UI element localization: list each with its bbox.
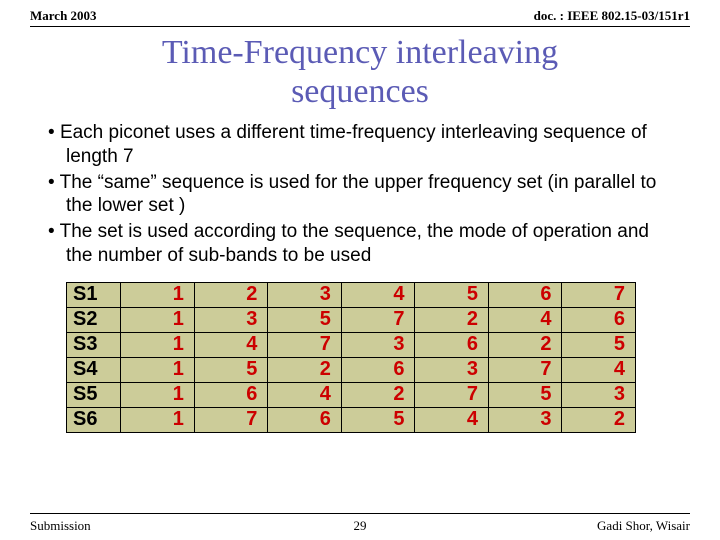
table-cell: 5 <box>341 407 415 432</box>
title-line-1: Time-Frequency interleaving <box>162 34 558 71</box>
table-cell: 4 <box>194 332 268 357</box>
table-cell: 2 <box>415 307 489 332</box>
table-cell: 5 <box>562 332 636 357</box>
table-row: S61765432 <box>67 407 636 432</box>
table-cell: 3 <box>194 307 268 332</box>
table-cell: 1 <box>121 382 195 407</box>
table-cell: 7 <box>268 332 342 357</box>
footer-page-number: 29 <box>354 518 367 534</box>
footer-right: Gadi Shor, Wisair <box>597 518 690 534</box>
row-label: S4 <box>67 357 121 382</box>
table-cell: 5 <box>268 307 342 332</box>
row-label: S3 <box>67 332 121 357</box>
table-cell: 1 <box>121 307 195 332</box>
table-cell: 5 <box>194 357 268 382</box>
table-cell: 6 <box>488 282 562 307</box>
bullet-item: The set is used according to the sequenc… <box>48 220 680 268</box>
table-cell: 6 <box>268 407 342 432</box>
table-cell: 1 <box>121 282 195 307</box>
header-rule <box>30 26 690 27</box>
sequence-table: S11234567S21357246S31473625S41526374S516… <box>66 282 636 433</box>
table-cell: 3 <box>341 332 415 357</box>
table-cell: 7 <box>488 357 562 382</box>
table-cell: 3 <box>562 382 636 407</box>
slide-footer: Submission 29 Gadi Shor, Wisair <box>30 518 690 534</box>
table-row: S41526374 <box>67 357 636 382</box>
table-cell: 6 <box>415 332 489 357</box>
table-cell: 1 <box>121 357 195 382</box>
table-cell: 5 <box>488 382 562 407</box>
table-cell: 2 <box>194 282 268 307</box>
table-cell: 7 <box>562 282 636 307</box>
table-row: S11234567 <box>67 282 636 307</box>
row-label: S1 <box>67 282 121 307</box>
table-cell: 4 <box>341 282 415 307</box>
row-label: S5 <box>67 382 121 407</box>
table-cell: 2 <box>562 407 636 432</box>
table-cell: 5 <box>415 282 489 307</box>
table-cell: 3 <box>488 407 562 432</box>
table-row: S21357246 <box>67 307 636 332</box>
footer-rule <box>30 513 690 514</box>
slide-header: March 2003 doc. : IEEE 802.15-03/151r1 <box>0 0 720 26</box>
table-cell: 7 <box>415 382 489 407</box>
table-cell: 1 <box>121 407 195 432</box>
table-cell: 3 <box>268 282 342 307</box>
bullet-list: Each piconet uses a different time-frequ… <box>48 121 680 268</box>
table-cell: 2 <box>488 332 562 357</box>
table-cell: 1 <box>121 332 195 357</box>
row-label: S2 <box>67 307 121 332</box>
table-cell: 4 <box>562 357 636 382</box>
bullet-item: The “same” sequence is used for the uppe… <box>48 171 680 219</box>
table-cell: 6 <box>562 307 636 332</box>
table-row: S51642753 <box>67 382 636 407</box>
table-cell: 2 <box>268 357 342 382</box>
table-cell: 3 <box>415 357 489 382</box>
table-cell: 6 <box>341 357 415 382</box>
row-label: S6 <box>67 407 121 432</box>
bullet-item: Each piconet uses a different time-frequ… <box>48 121 680 169</box>
sequence-table-wrap: S11234567S21357246S31473625S41526374S516… <box>66 282 636 433</box>
slide-title: Time-Frequency interleaving sequences <box>0 33 720 111</box>
footer-left: Submission <box>30 518 91 534</box>
header-date: March 2003 <box>30 8 97 24</box>
header-docnum: doc. : IEEE 802.15-03/151r1 <box>534 8 690 24</box>
table-row: S31473625 <box>67 332 636 357</box>
table-cell: 6 <box>194 382 268 407</box>
table-cell: 7 <box>341 307 415 332</box>
table-cell: 4 <box>488 307 562 332</box>
table-cell: 2 <box>341 382 415 407</box>
table-cell: 4 <box>415 407 489 432</box>
table-cell: 4 <box>268 382 342 407</box>
title-line-2: sequences <box>291 73 429 110</box>
table-cell: 7 <box>194 407 268 432</box>
